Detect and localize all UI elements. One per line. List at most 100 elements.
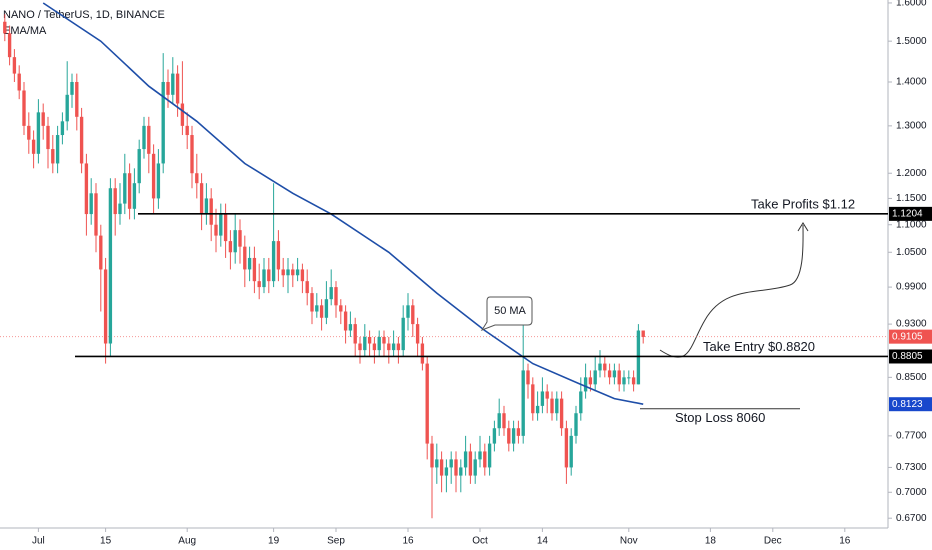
candle-body (175, 73, 180, 104)
candle-body (334, 287, 338, 306)
candle-body (161, 81, 165, 164)
candle-body (468, 451, 473, 476)
candle-body (372, 343, 377, 351)
candle-body (511, 428, 516, 444)
candle-body (70, 81, 74, 95)
candle-body (569, 435, 573, 468)
price-tag-label: 0.9105 (892, 331, 923, 342)
candle-body (329, 287, 333, 300)
candle-body (358, 343, 362, 351)
candle-body (531, 384, 535, 414)
candle-body (12, 57, 17, 74)
candle-body (286, 269, 290, 276)
candle-body (415, 324, 420, 344)
candle-body (583, 377, 588, 392)
candle-body (281, 269, 285, 276)
candle-body (617, 370, 621, 385)
y-tick-label: 0.9300 (896, 319, 927, 330)
candle-body (377, 336, 381, 351)
candle-body (233, 230, 237, 253)
price-tag-label: 0.8123 (892, 399, 923, 410)
x-tick-label: 19 (268, 536, 280, 547)
candle-body (238, 230, 242, 247)
candle-body (319, 305, 324, 318)
price-tag (889, 397, 932, 412)
price-tag-label: 0.8805 (892, 351, 923, 362)
candle-body (411, 305, 415, 325)
candle-body (166, 81, 170, 95)
candle-body (454, 459, 458, 476)
candle-body (463, 451, 468, 468)
candle-body (535, 405, 540, 414)
x-tick-label: Nov (620, 536, 638, 547)
candle-body (65, 94, 69, 122)
candle-body (94, 193, 98, 236)
x-tick-label: 16 (839, 536, 851, 547)
candle-body (444, 467, 449, 476)
candle-body (555, 398, 559, 414)
ma-callout (480, 296, 533, 332)
candle-body (348, 324, 353, 331)
y-tick-label: 0.6700 (896, 513, 927, 524)
candle-body (295, 269, 300, 276)
y-tick-label: 0.7000 (896, 487, 927, 498)
candle-body (622, 377, 626, 385)
chart-subtitle: EMA/MA (3, 25, 47, 37)
candle-body (420, 343, 425, 364)
candle-body (435, 459, 439, 468)
candle-body (363, 336, 367, 351)
x-tick-label: Sep (327, 536, 345, 547)
candle-body (204, 198, 209, 215)
candle-body (473, 459, 477, 476)
candle-body (252, 257, 257, 282)
ma-callout-label: 50 MA (494, 305, 526, 317)
candle-body (315, 305, 319, 312)
projection-arrow (659, 224, 804, 358)
x-tick-label: 16 (402, 536, 414, 547)
candle-body (113, 188, 117, 215)
candle-body (540, 391, 545, 406)
y-tick-label: 1.0500 (896, 247, 927, 258)
candle-body (3, 21, 7, 34)
candle-body (247, 257, 252, 270)
candle-body (99, 235, 103, 270)
candle-body (487, 443, 492, 468)
candle-body (7, 33, 12, 58)
candle-body (180, 103, 185, 126)
candle-body (593, 370, 597, 385)
candle-body (209, 198, 213, 225)
price-axis-panel (888, 0, 932, 550)
x-tick-label: 18 (705, 536, 717, 547)
candle-body (449, 459, 453, 468)
y-tick-label: 1.4000 (896, 77, 927, 88)
candle-body (46, 125, 50, 150)
candle-body (291, 269, 295, 276)
candle-body (123, 173, 127, 204)
candle-body (603, 363, 607, 371)
candle-body (492, 428, 497, 444)
candle-body (219, 214, 223, 236)
candle-body (171, 73, 175, 95)
candle-body (396, 343, 401, 351)
candle-body (137, 149, 141, 184)
candle-body (300, 269, 305, 282)
candle-body (459, 467, 463, 476)
candle-body (132, 183, 137, 209)
candle-body (516, 428, 521, 436)
plot-area (0, 2, 888, 519)
candle-body (36, 112, 41, 154)
candle-body (521, 370, 525, 436)
candle-body (89, 193, 93, 215)
candle-body (507, 428, 511, 444)
candle-body (588, 377, 593, 385)
y-tick-label: 1.2000 (896, 168, 927, 179)
candle-body (612, 370, 617, 378)
candle-body (79, 116, 84, 164)
level-annotation: Take Profits $1.12 (751, 196, 855, 211)
candle-body (185, 125, 189, 136)
y-tick-label: 0.7700 (896, 430, 927, 441)
candle-body (343, 311, 348, 331)
y-tick-label: 1.1000 (896, 219, 927, 230)
candle-body (483, 451, 487, 468)
